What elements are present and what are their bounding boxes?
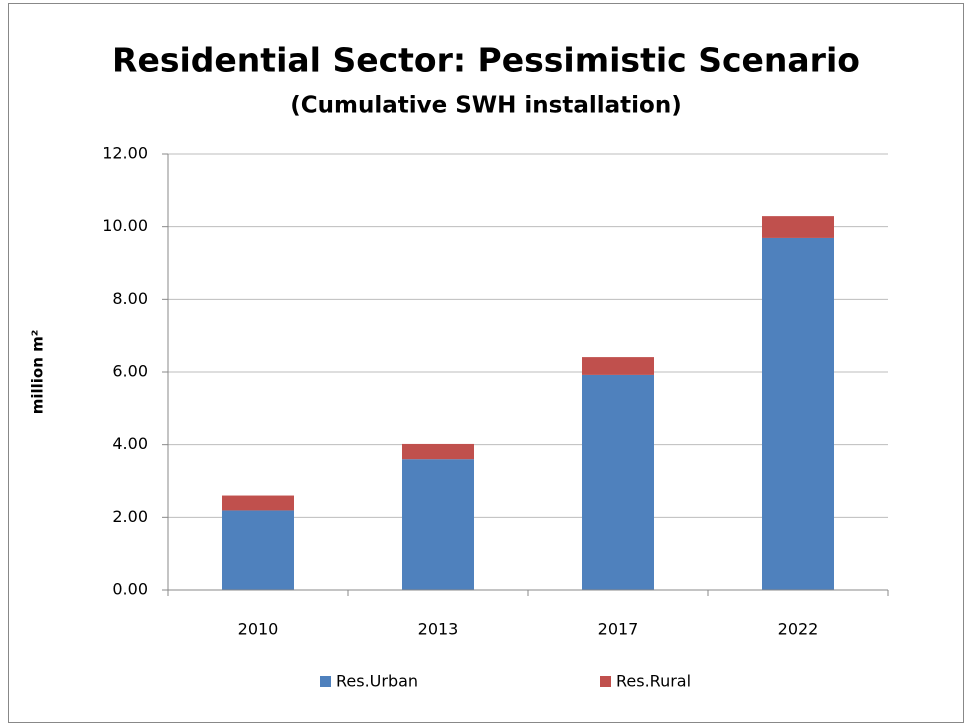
x-tick-label: 2017 (598, 620, 639, 639)
bar-segment (222, 510, 294, 590)
chart-subtitle: (Cumulative SWH installation) (290, 93, 682, 119)
legend-swatch (320, 676, 331, 687)
bar-segment (582, 357, 654, 375)
y-tick-label: 6.00 (112, 362, 148, 381)
legend-label: Res.Rural (616, 672, 691, 691)
bar-segment (222, 495, 294, 511)
y-tick-label: 8.00 (112, 289, 148, 308)
bar-segment (582, 374, 654, 590)
bar-segment (762, 237, 834, 590)
legend-label: Res.Urban (336, 672, 418, 691)
y-tick-label: 2.00 (112, 507, 148, 526)
y-tick-label: 10.00 (102, 216, 148, 235)
bar-segment (402, 443, 474, 460)
bar-segment (762, 216, 834, 238)
legend-swatch (600, 676, 611, 687)
x-tick-label: 2022 (778, 620, 819, 639)
y-tick-label: 4.00 (112, 434, 148, 453)
y-axis-label: million m² (29, 330, 47, 415)
y-tick-label: 12.00 (102, 144, 148, 163)
y-tick-label: 0.00 (112, 580, 148, 599)
bar-segment (402, 459, 474, 590)
x-tick-label: 2010 (238, 620, 279, 639)
chart-title: Residential Sector: Pessimistic Scenario (112, 41, 860, 80)
x-tick-label: 2013 (418, 620, 459, 639)
